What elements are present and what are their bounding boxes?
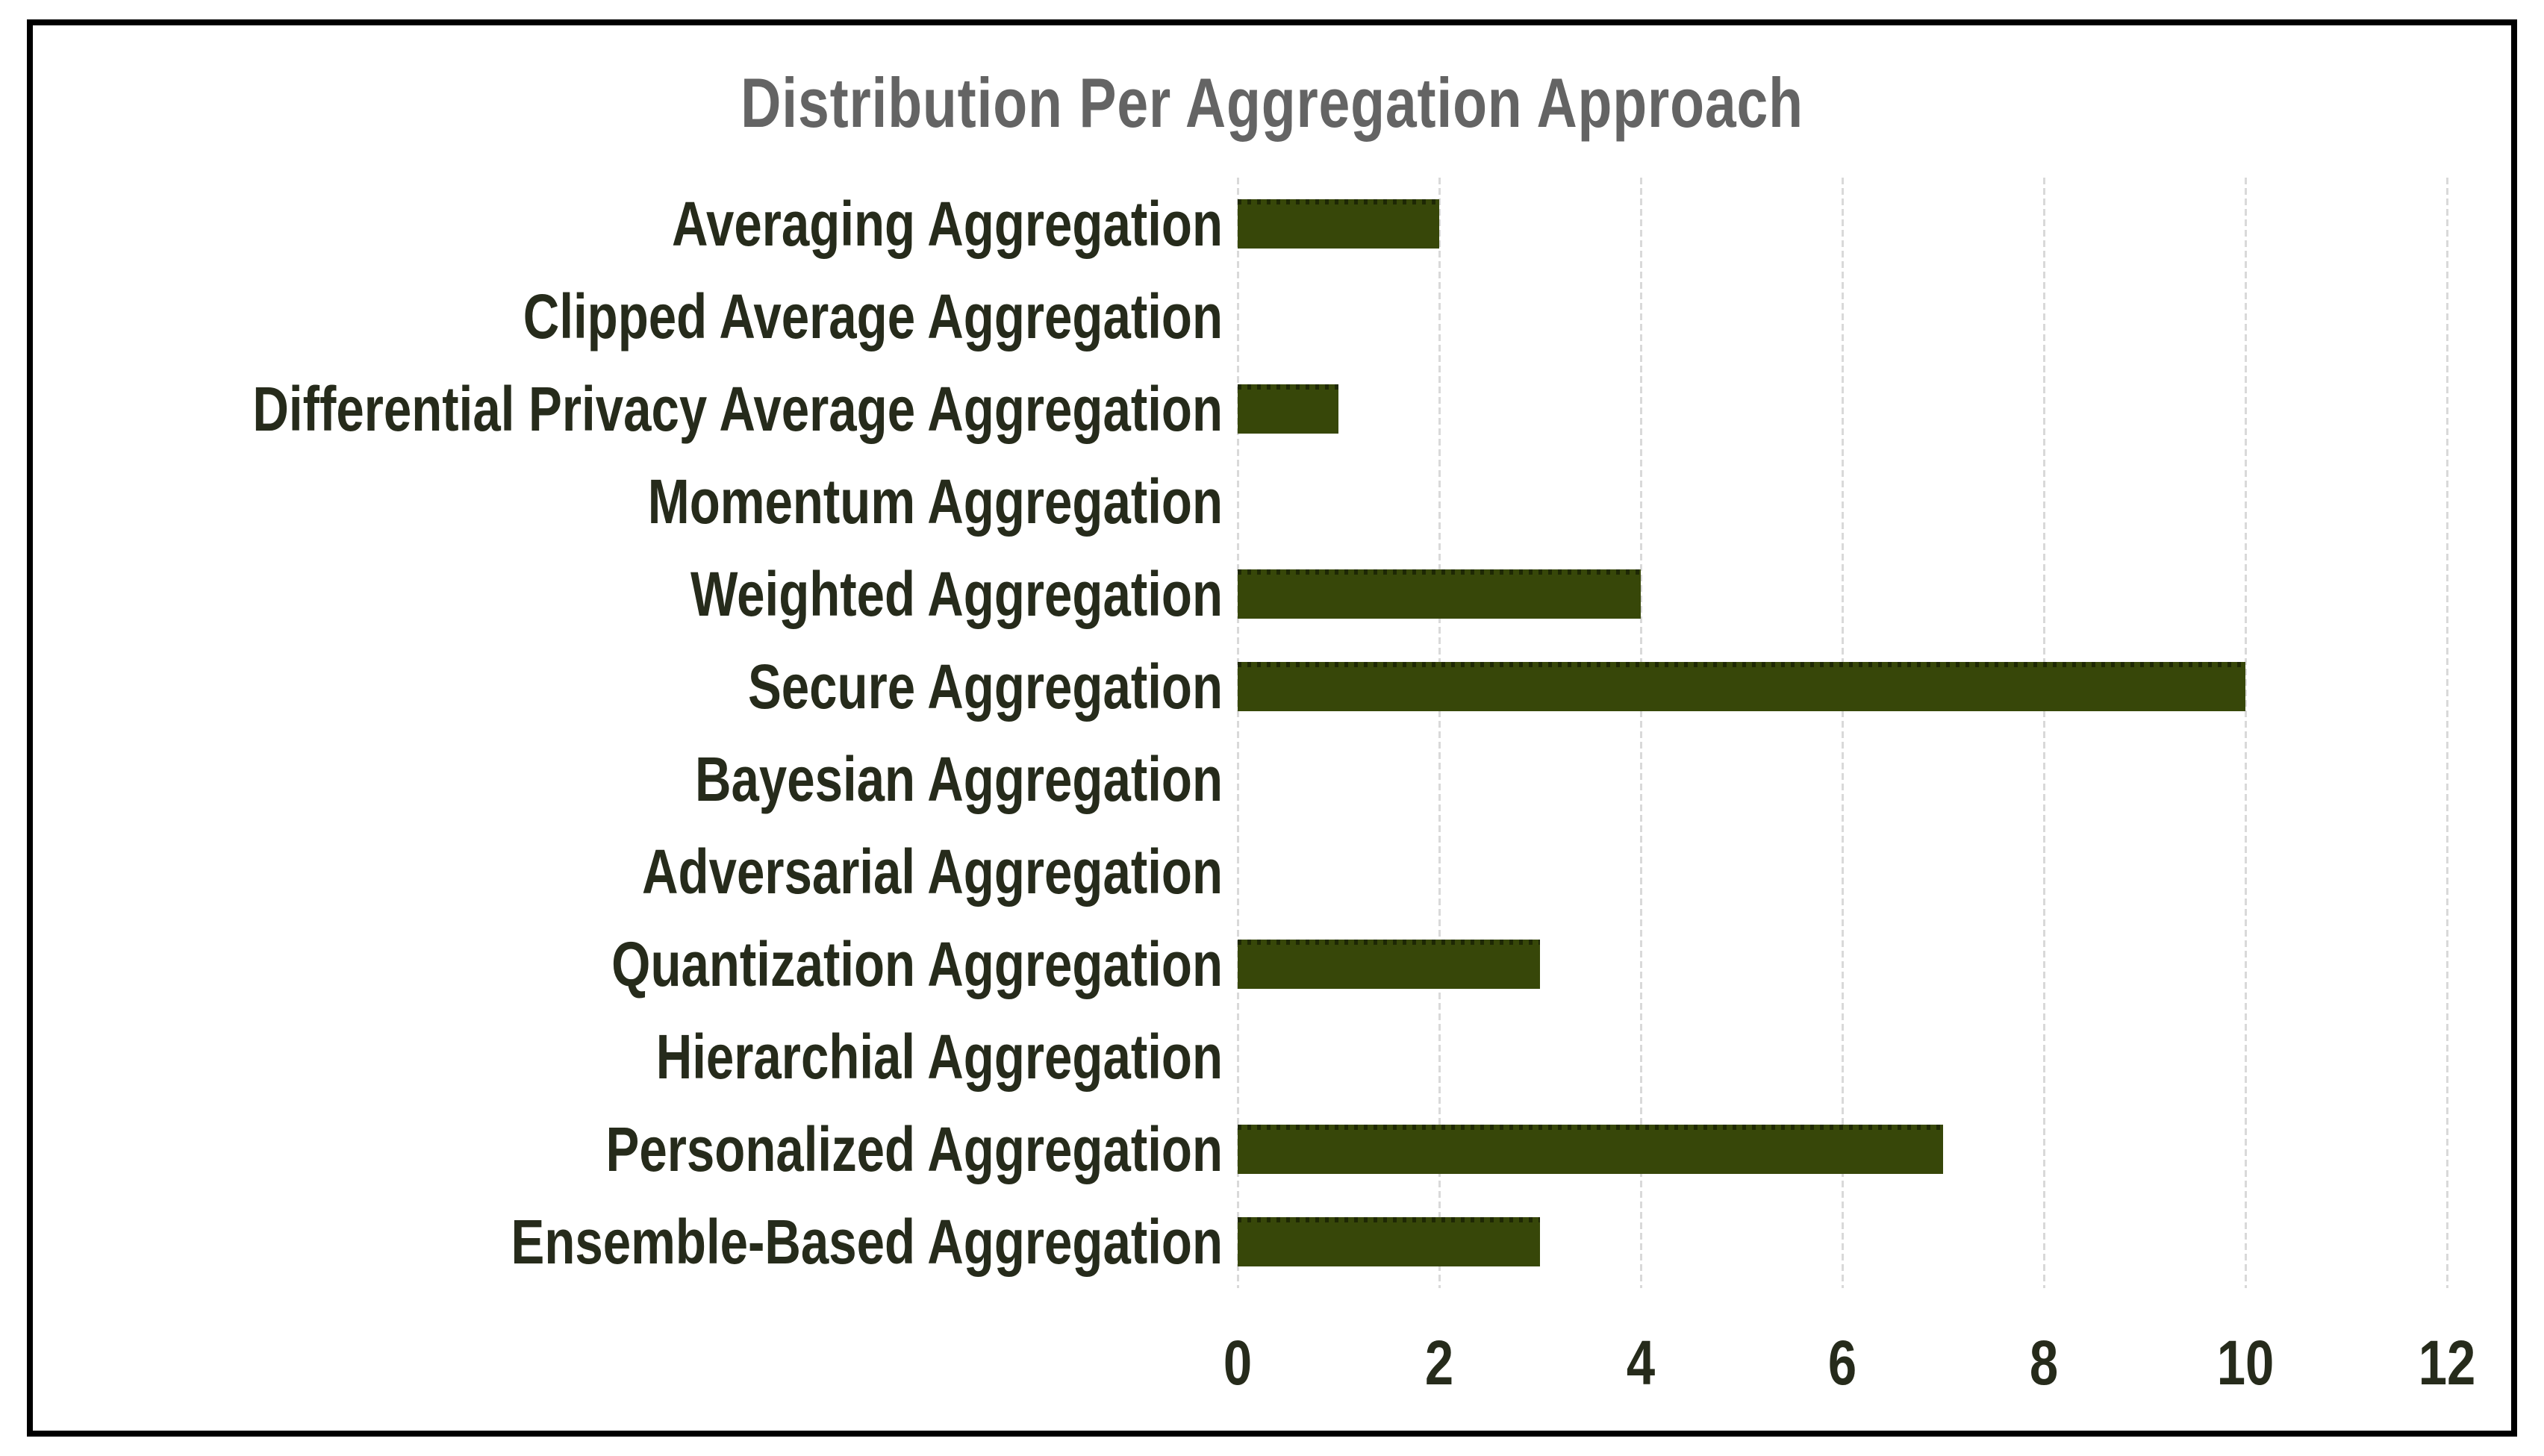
gridline xyxy=(1842,178,1844,1288)
x-tick-label: 12 xyxy=(2418,1328,2476,1398)
bar-row: Adversarial Aggregation xyxy=(0,825,2544,918)
bar-row: Ensemble-Based Aggregation xyxy=(0,1196,2544,1288)
bar-row: Personalized Aggregation xyxy=(0,1103,2544,1196)
bar-row: Bayesian Aggregation xyxy=(0,733,2544,825)
category-label: Differential Privacy Average Aggregation xyxy=(252,373,1223,444)
gridline xyxy=(2043,178,2045,1288)
bar xyxy=(1238,1125,1943,1174)
bar-row: Weighted Aggregation xyxy=(0,548,2544,640)
category-label: Secure Aggregation xyxy=(747,651,1223,722)
gridline xyxy=(2245,178,2247,1288)
bar xyxy=(1238,662,2245,711)
bar-row: Differential Privacy Average Aggregation xyxy=(0,363,2544,455)
category-label: Momentum Aggregation xyxy=(647,466,1223,537)
gridline xyxy=(1237,178,1239,1288)
x-tick-label: 2 xyxy=(1424,1328,1454,1398)
category-label: Averaging Aggregation xyxy=(671,188,1223,259)
x-tick-label: 4 xyxy=(1626,1328,1656,1398)
category-label: Quantization Aggregation xyxy=(611,928,1223,999)
bar-rows: Averaging Aggregation Clipped Average Agg… xyxy=(0,178,2544,1288)
category-label: Hierarchial Aggregation xyxy=(655,1021,1223,1092)
category-label: Personalized Aggregation xyxy=(605,1113,1223,1184)
bar-row: Momentum Aggregation xyxy=(0,455,2544,548)
bar-row: Secure Aggregation xyxy=(0,640,2544,733)
bar-row: Hierarchial Aggregation xyxy=(0,1010,2544,1103)
category-label: Clipped Average Aggregation xyxy=(523,281,1223,351)
category-label: Bayesian Aggregation xyxy=(694,743,1223,814)
gridline xyxy=(1438,178,1441,1288)
chart-title: Distribution Per Aggregation Approach xyxy=(741,63,1803,142)
bar-row: Averaging Aggregation xyxy=(0,178,2544,270)
bar xyxy=(1238,384,1338,434)
bar xyxy=(1238,940,1540,989)
gridline xyxy=(2446,178,2448,1288)
x-tick-label: 10 xyxy=(2216,1328,2275,1398)
bar-row: Clipped Average Aggregation xyxy=(0,270,2544,363)
gridline xyxy=(1640,178,1642,1288)
category-label: Adversarial Aggregation xyxy=(642,836,1223,907)
bar xyxy=(1238,569,1641,619)
x-tick-label: 8 xyxy=(2029,1328,2059,1398)
category-label: Weighted Aggregation xyxy=(690,558,1223,629)
x-tick-label: 6 xyxy=(1827,1328,1857,1398)
bar-row: Quantization Aggregation xyxy=(0,918,2544,1010)
bar xyxy=(1238,1217,1540,1266)
category-label: Ensemble-Based Aggregation xyxy=(511,1206,1223,1277)
x-tick-label: 0 xyxy=(1223,1328,1253,1398)
figure-frame xyxy=(27,19,2517,1437)
bar xyxy=(1238,199,1439,249)
